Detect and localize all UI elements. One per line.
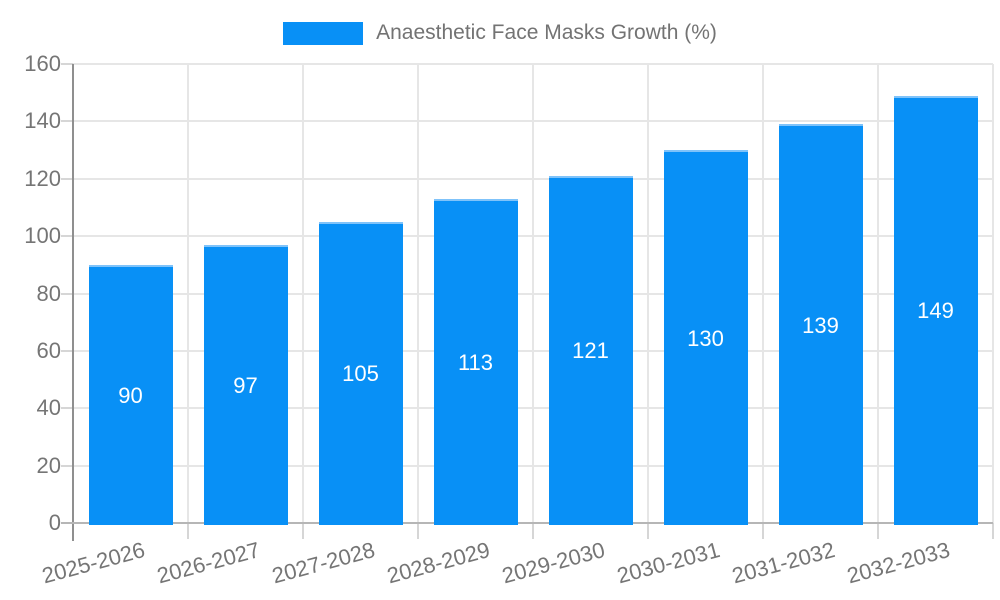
y-axis-tick-label: 80 [36,281,61,306]
bar-value-label: 139 [802,312,839,338]
bar[interactable]: 90 [88,264,173,525]
x-gridline [762,64,764,523]
bar[interactable]: 139 [778,124,863,525]
y-tick [61,293,73,295]
bar-value-label: 113 [457,349,494,375]
x-tick [992,523,994,539]
bar-value-label: 97 [233,372,258,398]
x-gridline [532,64,534,523]
bar[interactable]: 105 [318,221,403,525]
x-tick [647,523,649,539]
x-gridline [992,64,994,523]
x-axis-tick-label: 2032-2033 [843,537,952,589]
y-tick [61,235,73,237]
x-tick [302,523,304,539]
legend[interactable]: Anaesthetic Face Masks Growth (%) [0,21,1000,45]
x-gridline [417,64,419,523]
bar[interactable]: 113 [433,198,518,525]
x-axis-tick-label: 2028-2029 [383,537,492,589]
y-axis-tick-label: 20 [36,453,61,478]
bar-value-label: 130 [687,325,724,351]
x-axis-tick-label: 2026-2027 [153,537,262,589]
bar[interactable]: 130 [663,150,748,525]
x-axis-tick-label: 2025-2026 [38,537,147,589]
bar-value-label: 149 [917,298,954,324]
x-gridline [647,64,649,523]
bar-value-label: 105 [342,361,379,387]
bar[interactable]: 121 [548,175,633,525]
y-axis-tick-label: 0 [48,510,61,535]
y-tick [61,120,73,122]
x-gridline [302,64,304,523]
y-tick [61,407,73,409]
y-tick [61,63,73,65]
y-tick [61,465,73,467]
y-axis-tick-label: 120 [24,166,61,191]
x-axis-tick-label: 2027-2028 [268,537,377,589]
legend-swatch [283,21,364,45]
bar[interactable]: 149 [893,95,978,525]
x-gridline [187,64,189,523]
x-axis-tick-label: 2029-2030 [498,537,607,589]
x-tick [417,523,419,539]
y-axis-tick-label: 160 [24,51,61,76]
x-tick [532,523,534,539]
bar[interactable]: 97 [203,244,288,525]
x-tick [187,523,189,539]
y-axis-tick-label: 100 [24,223,61,248]
x-axis-tick-label: 2030-2031 [613,537,722,589]
x-axis-tick-label: 2031-2032 [728,537,837,589]
y-tick [61,178,73,180]
y-tick [61,350,73,352]
y-axis-tick-label: 40 [36,395,61,420]
y-axis-tick-label: 60 [36,338,61,363]
y-axis-tick-label: 140 [24,108,61,133]
bar-value-label: 90 [118,382,143,408]
x-gridline [877,64,879,523]
x-axis-line [61,522,993,524]
x-tick [762,523,764,539]
y-axis-line [72,64,74,541]
legend-label: Anaesthetic Face Masks Growth (%) [376,21,717,44]
bar-value-label: 121 [572,338,609,364]
x-tick [877,523,879,539]
